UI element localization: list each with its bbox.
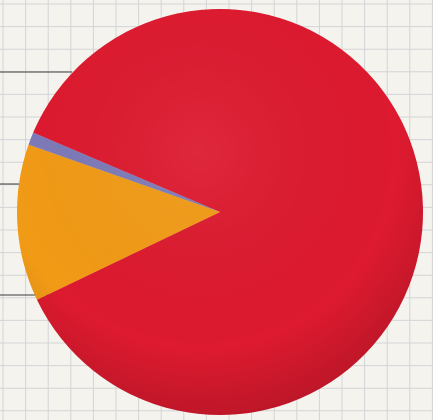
pie-shading bbox=[17, 9, 423, 415]
pie-shading-overlay bbox=[17, 9, 423, 415]
